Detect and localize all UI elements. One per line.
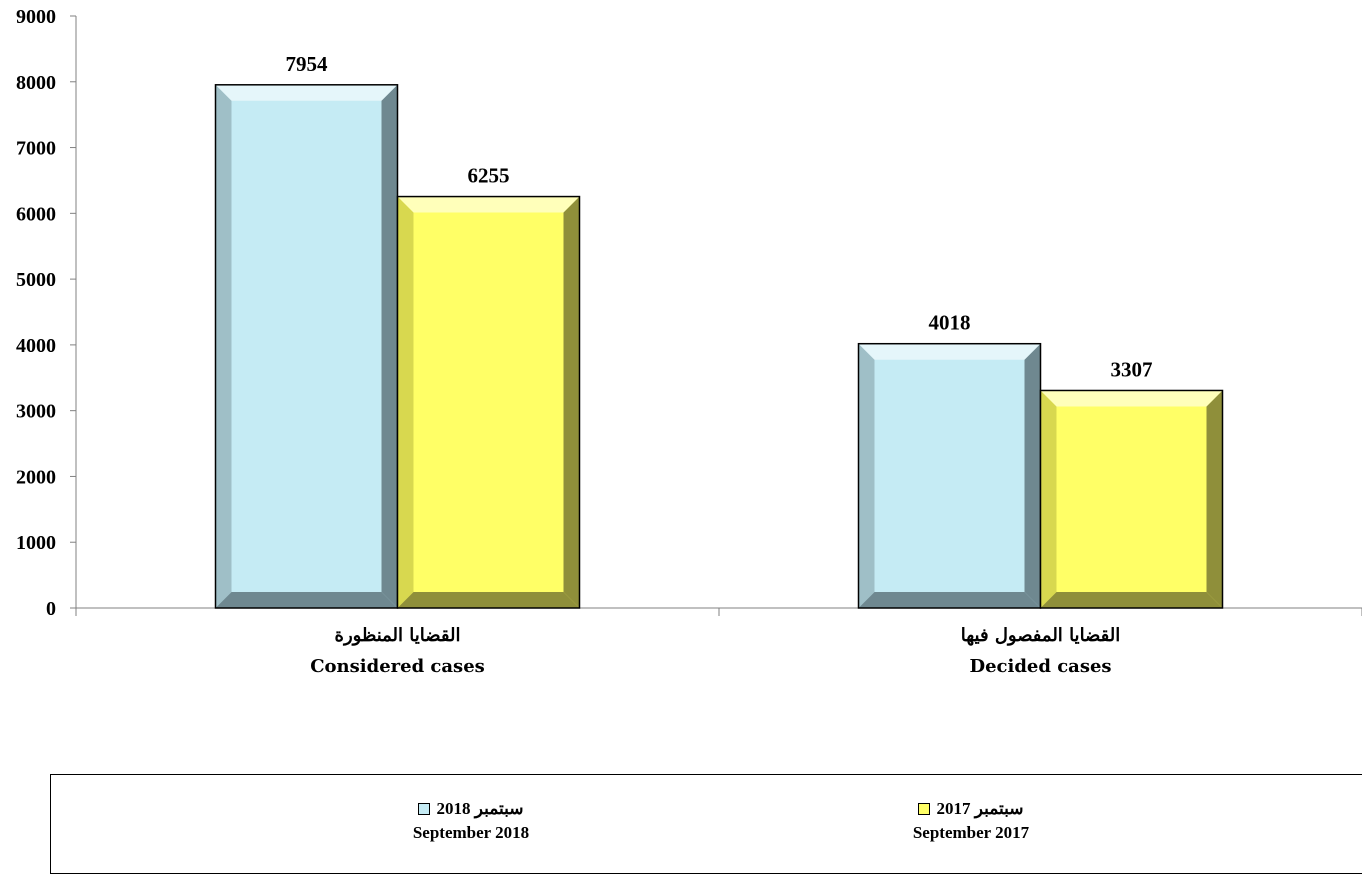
y-tick-label: 4000 bbox=[16, 335, 56, 357]
bar-bevel-bottom bbox=[858, 592, 1041, 608]
data-label: 3307 bbox=[1111, 357, 1153, 381]
bar-bevel-top bbox=[397, 196, 580, 213]
bar-bevel-right bbox=[1024, 343, 1041, 608]
bar-0-0 bbox=[215, 84, 398, 608]
y-tick-label: 0 bbox=[46, 598, 56, 620]
data-label: 4018 bbox=[929, 311, 971, 335]
legend-entry-2017: سبتمبر 2017 September 2017 bbox=[821, 797, 1121, 845]
bar-bevel-right bbox=[563, 196, 580, 608]
bar-bevel-top bbox=[1040, 390, 1223, 407]
bar-bevel-top bbox=[215, 84, 398, 101]
y-tick-label: 6000 bbox=[16, 203, 56, 225]
y-tick-label: 9000 bbox=[16, 6, 56, 28]
bar-bevel-right bbox=[381, 84, 398, 608]
x-category-label-en: Decided cases bbox=[969, 656, 1111, 677]
bar-bevel-right bbox=[1206, 390, 1223, 608]
y-tick-label: 1000 bbox=[16, 532, 56, 554]
bar-bevel-bottom bbox=[215, 592, 398, 608]
bar-outline bbox=[1039, 389, 1224, 609]
legend-label-ar-2017: سبتمبر 2017 bbox=[936, 799, 1024, 818]
bar-bevel-left bbox=[215, 84, 232, 608]
legend-label-ar-2018: سبتمبر 2018 bbox=[436, 799, 524, 818]
legend-label-en-2018: September 2018 bbox=[412, 823, 530, 842]
data-label: 6255 bbox=[468, 164, 510, 188]
bar-bevel-bottom bbox=[1040, 592, 1223, 608]
bar-bevel-top bbox=[858, 343, 1041, 360]
bar-bevel-left bbox=[858, 343, 875, 608]
y-tick-label: 3000 bbox=[16, 401, 56, 423]
legend: سبتمبر 2018 September 2018 سبتمبر 2017 S… bbox=[50, 774, 1362, 874]
bar-1-0 bbox=[858, 343, 1041, 608]
bar-bevel-left bbox=[1040, 390, 1057, 608]
data-label: 7954 bbox=[286, 52, 329, 76]
x-category-label-ar: القضايا المفصول فيها bbox=[961, 625, 1121, 646]
x-category-label-ar: القضايا المنظورة bbox=[335, 625, 461, 646]
legend-swatch-2017 bbox=[918, 803, 931, 815]
bar-outline bbox=[396, 195, 581, 609]
y-tick-label: 7000 bbox=[16, 138, 56, 160]
x-category-label-en: Considered cases bbox=[310, 656, 485, 677]
bar-0-1 bbox=[397, 196, 580, 608]
y-tick-label: 8000 bbox=[16, 72, 56, 94]
legend-swatch-2018 bbox=[418, 803, 431, 815]
bar-bevel-bottom bbox=[397, 592, 580, 608]
bar-1-1 bbox=[1040, 390, 1223, 608]
y-tick-label: 2000 bbox=[16, 466, 56, 488]
legend-label-en-2017: September 2017 bbox=[912, 823, 1030, 842]
y-tick-label: 5000 bbox=[16, 269, 56, 291]
bar-bevel-left bbox=[397, 196, 414, 608]
legend-entry-2018: سبتمبر 2018 September 2018 bbox=[321, 797, 621, 845]
